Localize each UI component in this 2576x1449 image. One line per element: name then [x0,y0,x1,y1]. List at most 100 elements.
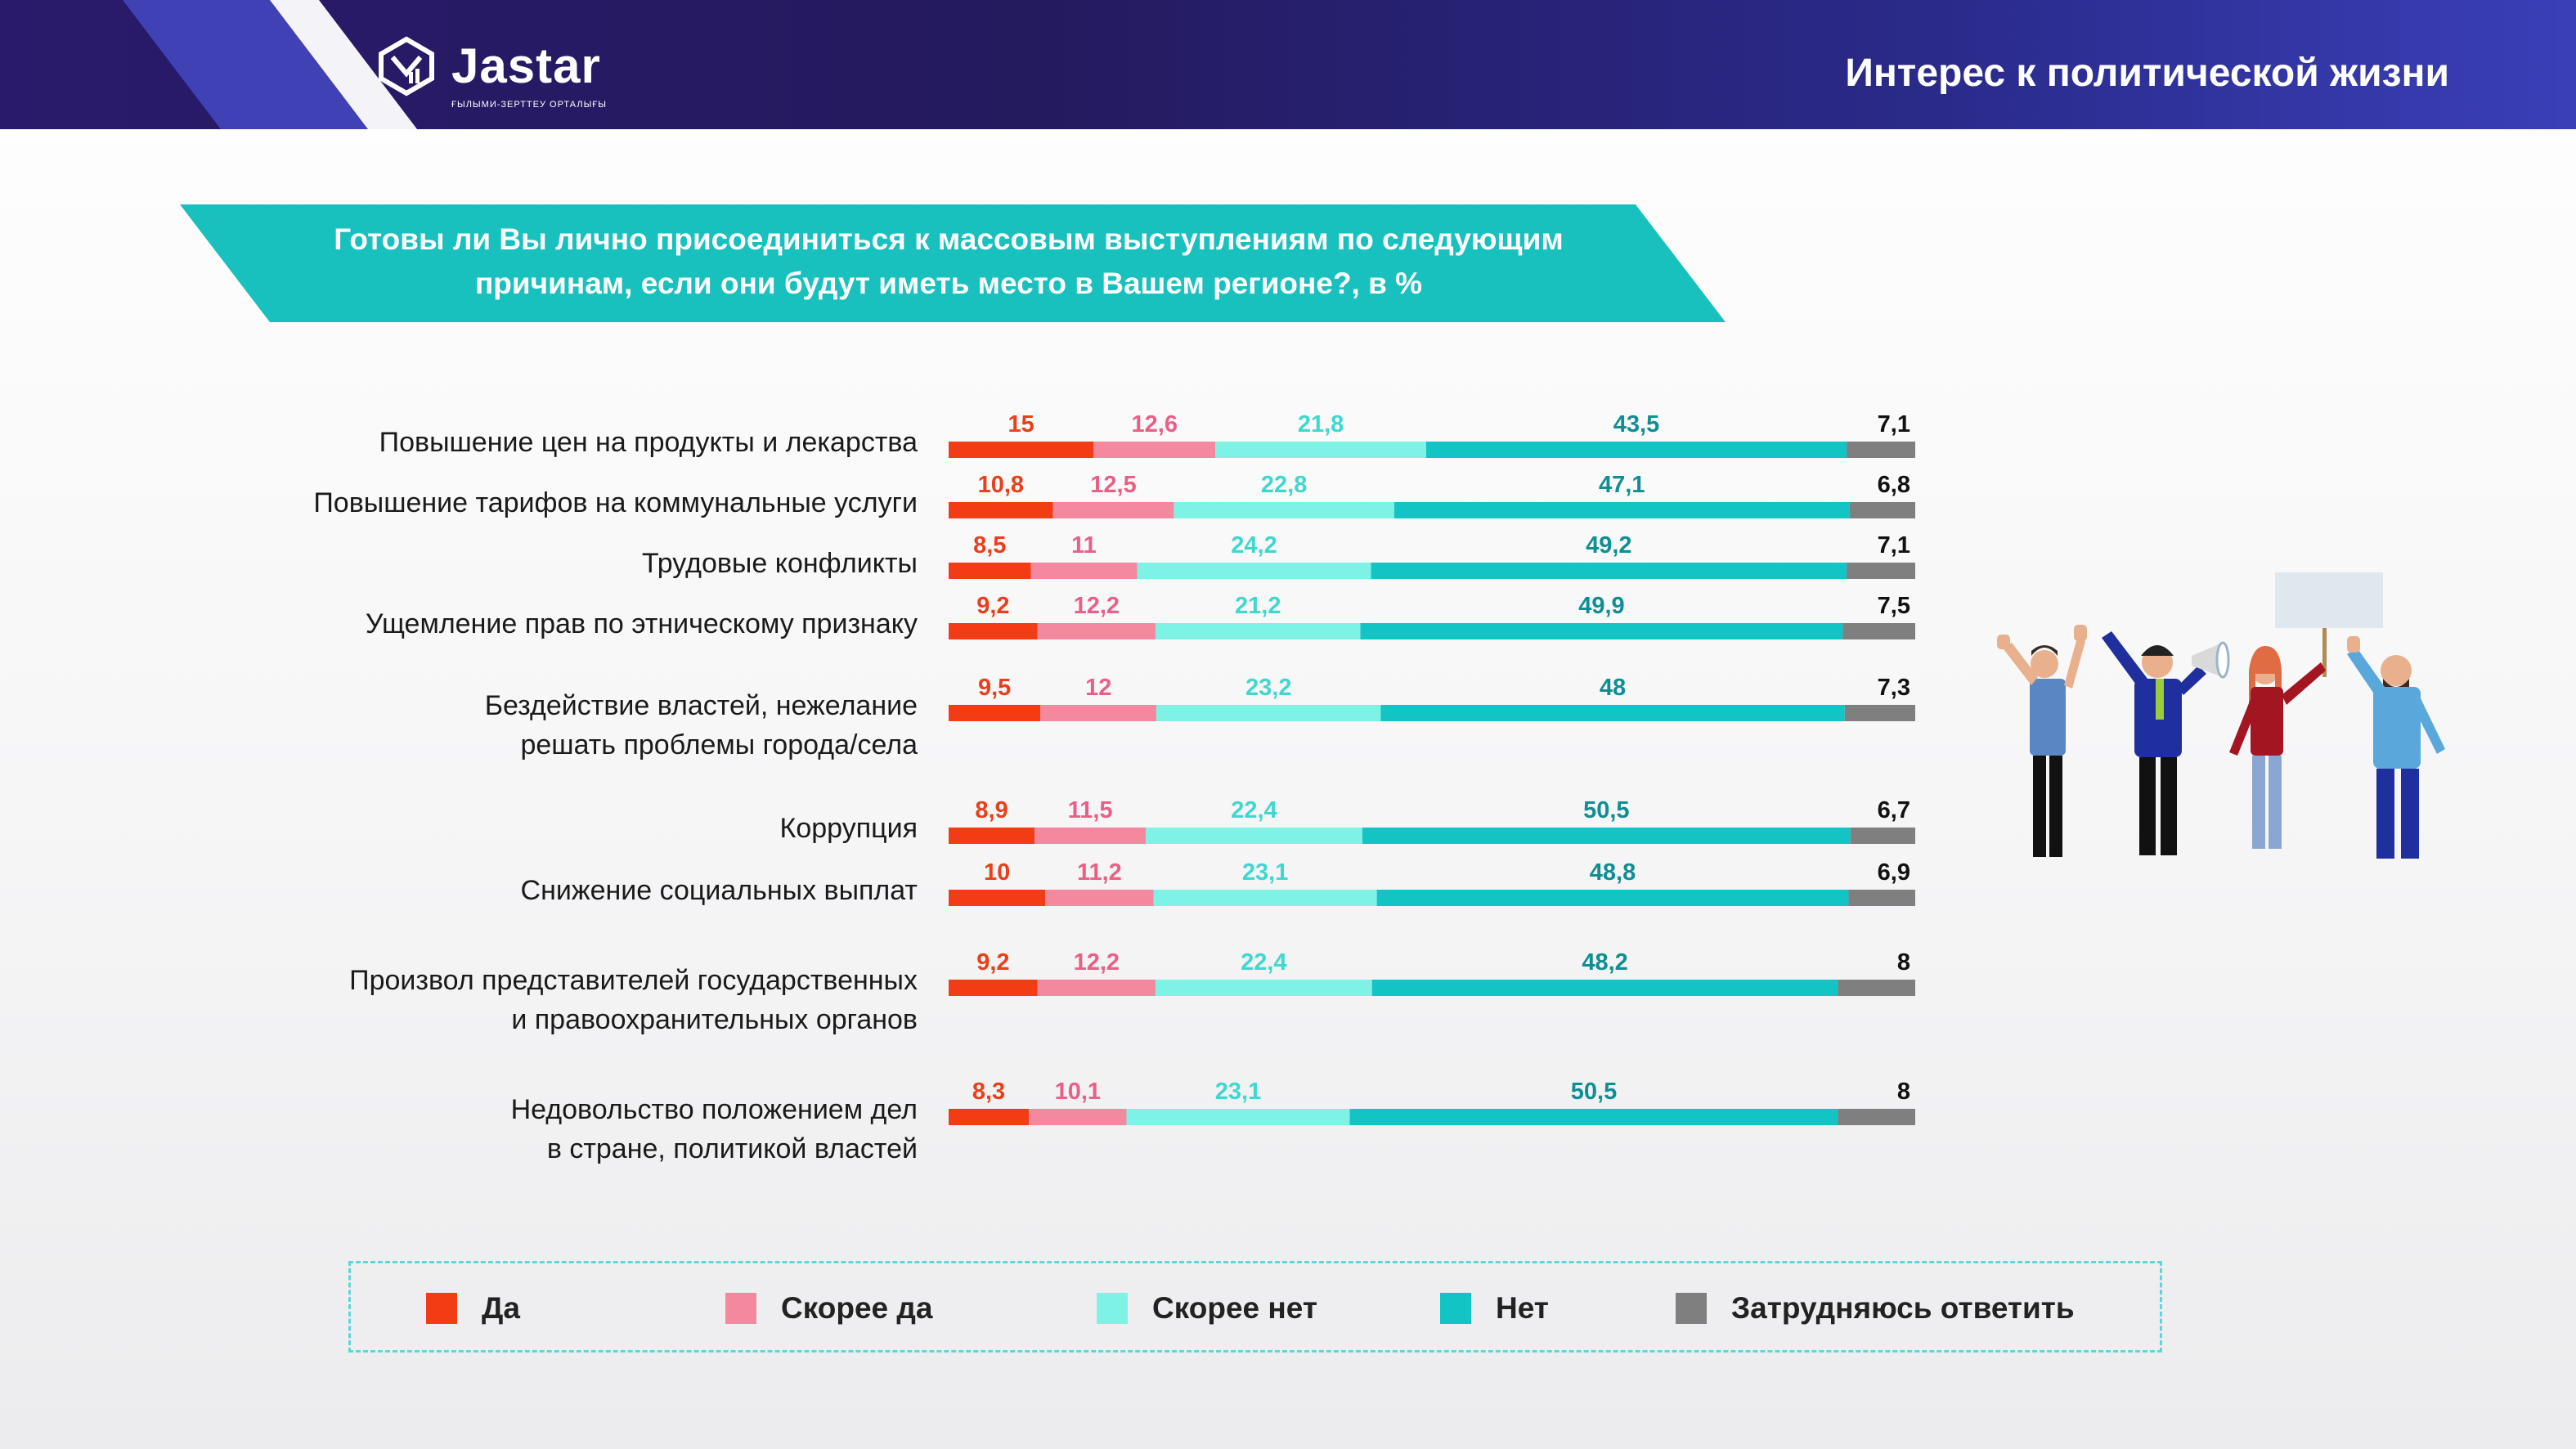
bar-hard_to_say-4 [1842,623,1915,639]
legend-swatch-hard-to-say [1676,1293,1707,1324]
bar-rather_no-7 [1153,890,1377,906]
bar-rather_yes-2 [1052,502,1174,518]
category-label-9-line-2: в стране, политикой властей [547,1133,918,1164]
legend-item-yes: Да [426,1291,520,1326]
data-label-no-4: 49,9 [1578,593,1624,619]
bar-rather_no-2 [1174,502,1394,518]
bar-rather_yes-3 [1030,563,1138,579]
category-label-5-line-1: Бездействие властей, нежелание [485,690,918,721]
category-label-6: Коррупция [780,813,918,844]
bar-rather_yes-5 [1040,705,1157,721]
bar-rather_no-6 [1146,828,1362,844]
category-label-4: Ущемление прав по этническому признаку [366,608,918,639]
data-label-hard_to_say-9: 8 [1897,1079,1910,1105]
bar-rather_no-5 [1156,705,1381,721]
bar-rather_yes-9 [1029,1109,1127,1125]
bar-rather_no-3 [1137,563,1371,579]
category-label-2: Повышение тарифов на коммунальные услуги [313,487,918,518]
bar-no-7 [1376,890,1849,906]
page-title: Интерес к политической жизни [1845,52,2449,95]
data-label-yes-1: 15 [1008,411,1034,437]
data-label-yes-7: 10 [984,859,1010,886]
data-label-yes-2: 10,8 [978,472,1024,498]
protester-3 [2229,646,2326,849]
question-text: Готовы ли Вы лично присоединиться к масс… [334,222,1564,300]
category-label-3: Трудовые конфликты [642,548,918,579]
category-label-8-line-2: и правоохранительных органов [511,1004,918,1035]
logo-mark-icon [379,36,434,96]
bar-rather_no-4 [1155,623,1361,639]
bar-no-8 [1371,980,1838,996]
bar-rather_no-9 [1126,1109,1350,1125]
bar-no-9 [1349,1109,1838,1125]
logo-text: Jastar [451,38,601,93]
data-label-no-8: 48,2 [1582,949,1627,976]
bar-rather_yes-4 [1037,623,1156,639]
legend-item-rather-no: Скорее нет [1097,1291,1317,1326]
bar-hard_to_say-7 [1848,890,1915,906]
bar-no-1 [1425,442,1847,458]
protester-4 [2347,636,2445,859]
legend-item-hard-to-say: Затрудняюсь ответить [1676,1291,2075,1326]
data-label-yes-3: 8,5 [973,532,1006,559]
legend-swatch-rather-no [1097,1293,1128,1324]
bar-hard_to_say-3 [1847,563,1915,579]
bar-yes-6 [949,828,1035,844]
category-label-9-line-1: Недовольство положением дел [511,1094,918,1125]
data-label-hard_to_say-2: 6,8 [1878,472,1910,498]
legend: Да Скорее да Скорее нет Нет Затрудняюсь … [348,1261,2162,1353]
question-banner: Готовы ли Вы лично присоединиться к масс… [180,204,1726,322]
bar-rather_no-8 [1155,980,1372,996]
logo-subtitle: ҒЫЛЫМИ-ЗЕРТТЕУ ОРТАЛЫҒЫ [451,100,608,110]
bar-yes-8 [949,980,1038,996]
bar-rather_yes-6 [1034,828,1147,844]
legend-item-rather-yes: Скорее да [725,1291,932,1326]
legend-swatch-rather-yes [725,1293,756,1324]
data-label-hard_to_say-3: 7,1 [1878,532,1910,559]
data-label-no-2: 47,1 [1599,472,1645,498]
question-banner-shape [180,204,1726,322]
category-label-5-line-2: решать проблемы города/села [520,729,918,760]
bar-yes-1 [949,442,1094,458]
header-stripes [123,0,417,129]
data-label-rather_no-7: 23,1 [1242,859,1288,886]
category-label-1: Повышение цен на продукты и лекарства [379,427,918,458]
legend-label-yes: Да [482,1291,520,1325]
bar-yes-7 [949,890,1046,906]
category-label-8-line-1: Произвол представителей государственных [349,965,918,996]
data-label-yes-5: 9,5 [978,675,1011,701]
data-label-no-7: 48,8 [1590,859,1636,886]
legend-label-hard-to-say: Затрудняюсь ответить [1731,1291,2075,1325]
bar-no-6 [1362,828,1851,844]
data-label-yes-4: 9,2 [976,593,1009,619]
legend-swatch-yes [426,1293,457,1324]
legend-label-no: Нет [1496,1291,1549,1325]
bar-yes-4 [949,623,1038,639]
data-label-no-1: 43,5 [1613,411,1659,437]
bar-yes-9 [949,1109,1030,1125]
logo: Jastar ҒЫЛЫМИ-ЗЕРТТЕУ ОРТАЛЫҒЫ [376,36,606,110]
data-label-rather_no-3: 24,2 [1231,532,1277,559]
header-bar: Jastar ҒЫЛЫМИ-ЗЕРТТЕУ ОРТАЛЫҒЫ Интерес к… [0,0,2576,129]
data-label-rather_no-8: 22,4 [1241,949,1286,976]
protest-sign [2275,572,2383,628]
data-label-rather_no-6: 22,4 [1231,797,1277,823]
category-label-7: Снижение социальных выплат [521,875,918,906]
data-label-hard_to_say-8: 8 [1897,949,1910,976]
data-label-hard_to_say-6: 6,7 [1878,797,1910,823]
data-label-hard_to_say-4: 7,5 [1878,593,1910,619]
data-label-rather_yes-3: 11 [1071,532,1097,559]
data-label-yes-9: 8,3 [972,1079,1005,1105]
bar-rather_yes-7 [1045,890,1154,906]
data-label-rather_no-9: 23,1 [1215,1079,1261,1105]
protester-2 [2102,631,2230,855]
data-label-hard_to_say-5: 7,3 [1878,675,1910,701]
data-label-hard_to_say-7: 6,9 [1878,859,1910,886]
bar-no-5 [1380,705,1845,721]
data-label-no-3: 49,2 [1586,532,1631,559]
data-label-rather_yes-8: 12,2 [1074,949,1120,976]
data-label-rather_no-2: 22,8 [1261,472,1307,498]
legend-swatch-no [1440,1293,1471,1324]
data-label-yes-8: 9,2 [976,949,1009,976]
